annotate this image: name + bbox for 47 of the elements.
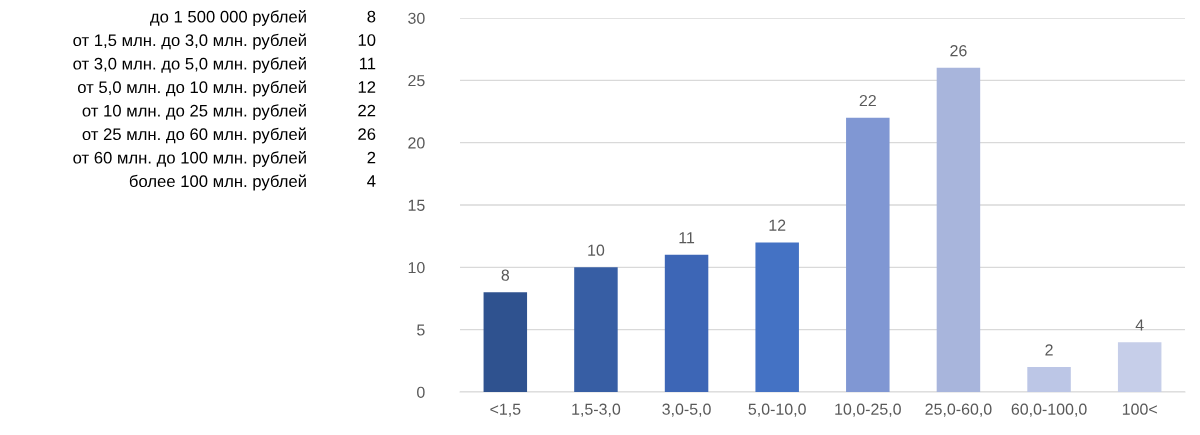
y-tick-label: 10 (408, 261, 425, 274)
data-label: 11 (679, 232, 695, 244)
text: от 3,0 млн. до 5,0 млн. рублей (73, 57, 306, 73)
bar (846, 117, 890, 392)
text: до 1 500 000 рублей (150, 10, 306, 26)
text: от 1,5 млн. до 3,0 млн. рублей (73, 33, 306, 50)
y-tick-label: 5 (417, 324, 425, 336)
x-tick-label: <1,5 (490, 403, 521, 417)
bar (755, 242, 799, 392)
text: 10 (358, 34, 376, 46)
data-label: 8 (501, 269, 510, 281)
text: более 100 млн. рублей (129, 174, 306, 191)
data-label: 12 (769, 219, 786, 231)
y-tick-label: 25 (408, 74, 425, 87)
x-tick-label: 10,0-25,0 (835, 403, 901, 417)
y-tick-label: 15 (408, 199, 425, 211)
data-label: 2 (1045, 344, 1053, 356)
x-tick-label: 1,5-3,0 (572, 403, 621, 417)
y-tick-label: 30 (408, 12, 425, 24)
text: от 10 млн. до 25 млн. рублей (82, 104, 306, 120)
bar (1027, 367, 1071, 392)
data-label: 22 (859, 94, 876, 107)
text: 26 (358, 128, 376, 140)
x-tick-label: 25,0-60,0 (925, 403, 992, 417)
text: 11 (359, 57, 376, 70)
bar (1117, 342, 1162, 392)
data-label: 10 (588, 244, 605, 256)
text: от 60 млн. до 100 млн. рублей (73, 151, 306, 167)
data-label: 26 (950, 45, 967, 57)
bar (483, 292, 528, 392)
data-label: 4 (1135, 319, 1144, 331)
bar (574, 267, 618, 392)
bar (936, 67, 981, 392)
y-tick-label: 20 (408, 137, 425, 149)
text: 22 (358, 104, 376, 117)
text: 2 (367, 151, 376, 164)
text: 12 (358, 81, 376, 93)
text: от 25 млн. до 60 млн. рублей (82, 127, 306, 144)
text: от 5,0 млн. до 10 млн. рублей (77, 80, 306, 97)
text: 4 (367, 175, 376, 187)
text: 8 (367, 10, 376, 23)
x-tick-label: 3,0-5,0 (662, 403, 711, 417)
x-tick-label: 5,0-10,0 (748, 403, 806, 417)
y-tick-label: 0 (417, 386, 425, 398)
bar (664, 254, 709, 392)
x-tick-label: 60,0-100,0 (1011, 403, 1087, 417)
x-tick-label: 100< (1122, 403, 1157, 415)
